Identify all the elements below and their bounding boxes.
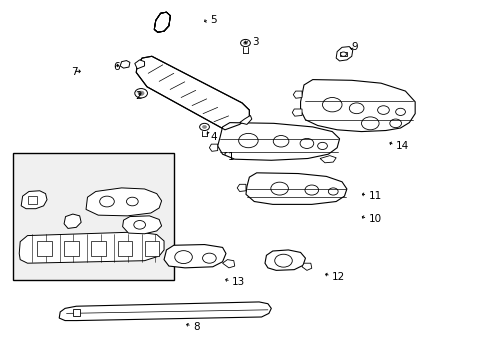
Circle shape <box>377 106 388 114</box>
Text: 11: 11 <box>368 191 381 201</box>
Polygon shape <box>21 191 47 209</box>
Polygon shape <box>37 241 52 256</box>
Polygon shape <box>120 60 130 68</box>
Circle shape <box>389 119 401 128</box>
Circle shape <box>317 142 327 149</box>
Polygon shape <box>91 241 105 256</box>
Polygon shape <box>320 156 335 163</box>
Circle shape <box>340 52 346 56</box>
Circle shape <box>273 135 288 147</box>
Polygon shape <box>19 232 163 263</box>
Text: 13: 13 <box>232 277 245 287</box>
Polygon shape <box>86 188 161 216</box>
Polygon shape <box>64 241 79 256</box>
Circle shape <box>134 221 145 229</box>
Polygon shape <box>135 60 144 69</box>
Polygon shape <box>239 116 251 125</box>
Text: 3: 3 <box>251 37 258 47</box>
Polygon shape <box>222 260 234 268</box>
Text: 9: 9 <box>351 42 358 52</box>
Text: 14: 14 <box>395 141 408 151</box>
Polygon shape <box>154 12 170 32</box>
Text: 4: 4 <box>210 132 217 142</box>
Circle shape <box>174 251 192 264</box>
Polygon shape <box>217 123 339 160</box>
Polygon shape <box>144 241 159 256</box>
Polygon shape <box>300 80 414 132</box>
Circle shape <box>300 138 313 148</box>
Polygon shape <box>136 56 249 130</box>
Polygon shape <box>245 173 346 204</box>
Circle shape <box>395 108 405 116</box>
Circle shape <box>202 126 206 129</box>
Circle shape <box>202 253 216 263</box>
Polygon shape <box>302 263 311 270</box>
Circle shape <box>274 254 292 267</box>
Polygon shape <box>59 302 271 320</box>
Polygon shape <box>335 46 352 61</box>
Polygon shape <box>163 244 225 268</box>
Polygon shape <box>293 91 302 98</box>
Text: 5: 5 <box>210 15 217 26</box>
Circle shape <box>138 91 144 95</box>
Text: 7: 7 <box>71 67 78 77</box>
Polygon shape <box>27 196 37 204</box>
Polygon shape <box>264 250 305 270</box>
Polygon shape <box>118 241 132 256</box>
Circle shape <box>328 188 337 195</box>
Polygon shape <box>209 144 217 151</box>
Circle shape <box>270 182 288 195</box>
Text: 12: 12 <box>331 272 345 282</box>
Polygon shape <box>73 309 80 316</box>
Circle shape <box>238 134 258 148</box>
Circle shape <box>135 89 147 98</box>
Text: 8: 8 <box>193 322 200 332</box>
Circle shape <box>305 185 318 195</box>
Bar <box>13 153 173 280</box>
Polygon shape <box>292 109 302 116</box>
Circle shape <box>348 103 363 114</box>
Text: 1: 1 <box>227 152 234 162</box>
Text: 2: 2 <box>135 91 141 101</box>
Polygon shape <box>64 214 81 228</box>
Circle shape <box>100 196 114 207</box>
Circle shape <box>199 123 209 131</box>
Circle shape <box>126 197 138 206</box>
Circle shape <box>361 117 378 130</box>
Circle shape <box>240 40 250 46</box>
Polygon shape <box>339 51 346 56</box>
Circle shape <box>243 41 247 44</box>
Polygon shape <box>237 184 245 192</box>
Text: 6: 6 <box>113 62 119 72</box>
Polygon shape <box>122 216 161 234</box>
Text: 10: 10 <box>368 215 381 224</box>
Circle shape <box>322 98 341 112</box>
